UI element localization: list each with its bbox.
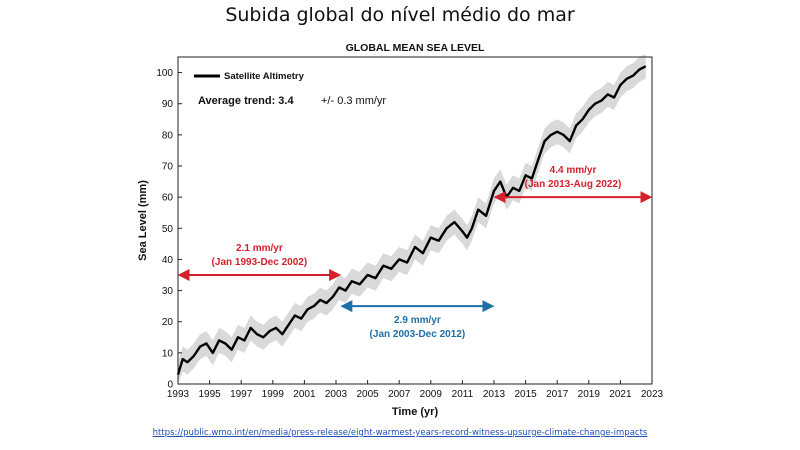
x-tick-label: 2005: [356, 389, 379, 400]
period-label: (Jan 2013-Aug 2022): [525, 179, 622, 190]
rate-label: 2.1 mm/yr: [236, 243, 283, 254]
x-tick-label: 2021: [609, 389, 632, 400]
plot-frame: [177, 56, 653, 385]
x-tick-label: 2023: [641, 389, 664, 400]
y-tick-label: 30: [162, 286, 174, 297]
period-label: (Jan 1993-Dec 2002): [212, 257, 308, 268]
x-tick-label: 2009: [420, 389, 443, 400]
period-label: (Jan 2003-Dec 2012): [370, 329, 466, 340]
y-tick-label: 80: [162, 130, 174, 141]
x-tick-label: 2011: [452, 389, 474, 400]
y-tick-label: 20: [162, 317, 174, 328]
x-tick-label: 2017: [546, 389, 569, 400]
x-tick-label: 1999: [262, 389, 285, 400]
y-tick-label: 70: [162, 162, 174, 173]
legend-label: Satellite Altimetry: [224, 71, 305, 82]
x-tick-label: 1997: [230, 389, 253, 400]
uncertainty-band: [178, 53, 646, 385]
y-tick-label: 90: [162, 99, 174, 110]
rate-label: 4.4 mm/yr: [550, 165, 597, 176]
uncertainty-band-layer: [178, 53, 646, 385]
y-tick-label: 10: [162, 348, 174, 359]
series-line-layer: [176, 65, 647, 376]
y-tick-label: 50: [162, 224, 174, 235]
x-tick-label: 2003: [325, 389, 348, 400]
x-axis-title: Time (yr): [392, 406, 439, 418]
x-tick-label: 2013: [483, 389, 506, 400]
chart-title: GLOBAL MEAN SEA LEVEL: [346, 42, 485, 54]
y-tick-label: 100: [156, 68, 173, 79]
x-axis-ticks: 1993 1995 1997 1999 2001 2003 2005 2007 2009 2011…: [167, 380, 664, 400]
x-tick-label: 1993: [167, 389, 190, 400]
average-trend-uncertainty: +/- 0.3 mm/yr: [321, 95, 386, 107]
x-tick-label: 2015: [514, 389, 537, 400]
y-tick-label: 60: [162, 193, 174, 204]
x-tick-label: 2019: [578, 389, 601, 400]
rate-label: 2.9 mm/yr: [394, 315, 441, 326]
y-tick-label: 0: [167, 380, 173, 391]
average-trend-label: Average trend: 3.4: [198, 95, 294, 107]
x-tick-label: 2001: [293, 389, 316, 400]
rate-annotations: 2.1 mm/yr (Jan 1993-Dec 2002) 2.9 mm/yr (Ja…: [177, 165, 653, 340]
slide-title: Subida global do nível médio do mar: [225, 4, 575, 26]
y-axis-title: Sea Level (mm): [137, 180, 149, 261]
y-tick-label: 40: [162, 255, 174, 266]
x-tick-label: 2007: [388, 389, 411, 400]
legend: Satellite Altimetry: [194, 71, 305, 82]
source-link[interactable]: https://public.wmo.int/en/media/press-re…: [152, 428, 648, 438]
series-line-satellite-altimetry: [176, 65, 647, 376]
y-axis-ticks: 0 10 20 30 40 50 60 70 80 90 100: [156, 68, 182, 391]
x-tick-label: 1995: [198, 389, 221, 400]
